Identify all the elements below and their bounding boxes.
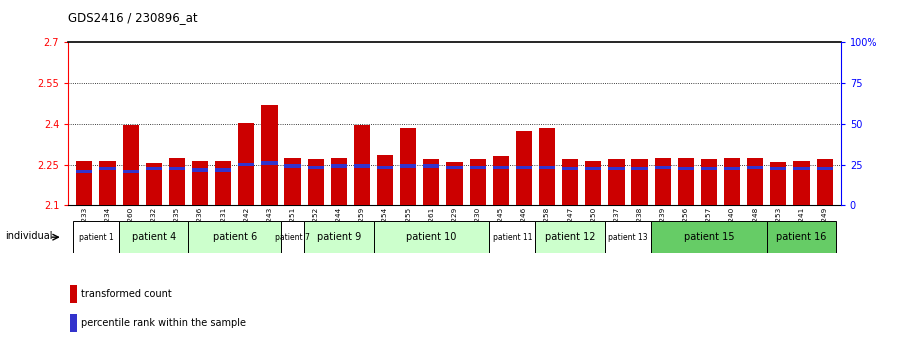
Bar — [770, 162, 786, 205]
Bar — [169, 158, 185, 205]
Bar — [470, 159, 485, 205]
Bar — [724, 158, 740, 205]
Bar — [331, 158, 347, 205]
Text: percentile rank within the sample: percentile rank within the sample — [81, 318, 245, 328]
Bar — [70, 314, 77, 332]
Bar — [608, 159, 624, 205]
Bar — [400, 164, 416, 168]
Bar — [535, 221, 604, 253]
Bar — [215, 168, 231, 172]
Bar — [169, 167, 185, 171]
Bar — [747, 166, 764, 169]
Bar — [145, 163, 162, 205]
Bar — [632, 167, 647, 171]
Bar — [493, 166, 509, 169]
Bar — [816, 159, 833, 205]
Bar — [215, 161, 231, 205]
Bar — [654, 166, 671, 169]
Bar — [654, 158, 671, 205]
Text: patient 10: patient 10 — [406, 232, 456, 242]
Bar — [585, 161, 602, 205]
Bar — [424, 159, 439, 205]
Bar — [446, 166, 463, 169]
Bar — [119, 221, 188, 253]
Bar — [701, 159, 717, 205]
Bar — [307, 159, 324, 205]
Bar — [701, 167, 717, 171]
Bar — [238, 122, 255, 205]
Bar — [73, 221, 119, 253]
Text: transformed count: transformed count — [81, 289, 171, 299]
Bar — [539, 128, 555, 205]
Text: patient 9: patient 9 — [316, 232, 361, 242]
Bar — [515, 131, 532, 205]
Bar — [678, 158, 694, 205]
Bar — [192, 161, 208, 205]
Bar — [281, 221, 305, 253]
Bar — [470, 166, 485, 169]
Text: patient 16: patient 16 — [776, 232, 826, 242]
Bar — [489, 221, 535, 253]
Bar — [307, 166, 324, 169]
Bar — [446, 162, 463, 205]
Bar — [99, 167, 115, 171]
Bar — [76, 170, 93, 173]
Bar — [515, 166, 532, 169]
Bar — [424, 164, 439, 168]
Text: patient 11: patient 11 — [493, 233, 532, 242]
Bar — [123, 125, 139, 205]
Bar — [632, 159, 647, 205]
Bar — [99, 161, 115, 205]
Bar — [262, 105, 277, 205]
Bar — [285, 164, 301, 168]
Bar — [374, 221, 489, 253]
Bar — [305, 221, 374, 253]
Text: individual: individual — [5, 230, 53, 241]
Bar — [724, 167, 740, 171]
Text: patient 6: patient 6 — [213, 232, 257, 242]
Bar — [76, 161, 93, 205]
Bar — [70, 285, 77, 303]
Bar — [188, 221, 281, 253]
Bar — [816, 167, 833, 171]
Bar — [354, 164, 370, 168]
Bar — [794, 161, 810, 205]
Text: patient 7: patient 7 — [275, 233, 310, 242]
Bar — [123, 170, 139, 173]
Text: patient 4: patient 4 — [132, 232, 176, 242]
Text: patient 1: patient 1 — [78, 233, 114, 242]
Bar — [767, 221, 836, 253]
Text: patient 15: patient 15 — [684, 232, 734, 242]
Bar — [539, 166, 555, 169]
Bar — [562, 167, 578, 171]
Bar — [585, 167, 602, 171]
Bar — [562, 159, 578, 205]
Bar — [604, 221, 651, 253]
Text: patient 12: patient 12 — [544, 232, 595, 242]
Bar — [145, 167, 162, 171]
Bar — [331, 164, 347, 168]
Bar — [285, 158, 301, 205]
Bar — [192, 168, 208, 172]
Text: GDS2416 / 230896_at: GDS2416 / 230896_at — [68, 11, 198, 24]
Bar — [493, 156, 509, 205]
Bar — [377, 155, 394, 205]
Bar — [678, 167, 694, 171]
Bar — [770, 167, 786, 171]
Bar — [377, 166, 394, 169]
Bar — [651, 221, 767, 253]
Bar — [794, 167, 810, 171]
Bar — [400, 128, 416, 205]
Bar — [262, 161, 277, 165]
Bar — [608, 167, 624, 171]
Text: patient 13: patient 13 — [608, 233, 648, 242]
Bar — [238, 163, 255, 166]
Bar — [354, 125, 370, 205]
Bar — [747, 158, 764, 205]
